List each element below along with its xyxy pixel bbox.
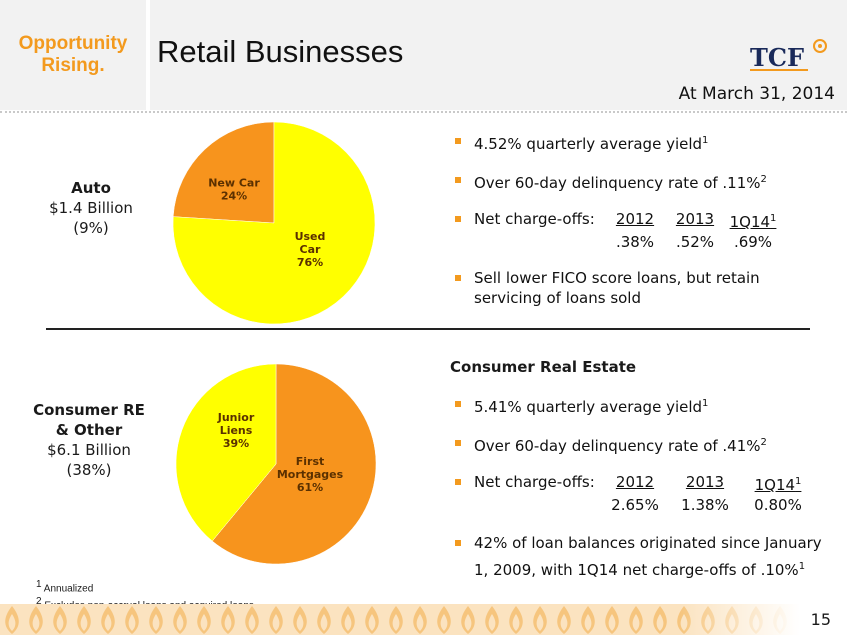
bullet-marker	[455, 275, 461, 281]
chargeoffs-spacer	[474, 495, 602, 515]
chargeoffs-year-text: 1Q14	[729, 213, 771, 231]
bullet-text: 42% of loan balances originated since Ja…	[474, 534, 822, 579]
bullet-marker	[455, 177, 461, 183]
page-number: 15	[810, 610, 831, 629]
bullet-marker	[455, 540, 461, 546]
pie-label-line: New Car	[208, 177, 260, 190]
footnote-text: Annualized	[43, 583, 94, 595]
footnote-ref: 2	[760, 174, 767, 185]
decorative-flame-pattern	[0, 604, 800, 635]
title-band	[150, 0, 847, 110]
consumer-name-line-1: Consumer RE	[33, 401, 145, 419]
auto-name: Auto	[71, 179, 111, 197]
pie-label-line: Liens	[220, 424, 253, 437]
pie-slice-label: New Car 24%	[208, 177, 260, 203]
bullet-text: Over 60-day delinquency rate of .41%	[474, 437, 761, 455]
chargeoffs-label: Net charge-offs:	[474, 473, 595, 491]
chargeoffs-value: .52%	[675, 233, 715, 251]
auto-amount: $1.4 Billion	[49, 199, 133, 217]
chargeoffs-year: 2012	[615, 210, 655, 228]
brand-tagline: Opportunity Rising.	[0, 0, 146, 110]
chargeoffs-value: .38%	[615, 233, 655, 251]
footnote-ref: 1	[795, 476, 802, 487]
auto-chargeoffs-table: Net charge-offs: 2012 2013 1Q141 .38% .5…	[474, 209, 832, 252]
tagline-line-2: Rising.	[41, 55, 105, 76]
chargeoffs-value: 1.38%	[681, 496, 729, 514]
chargeoffs-year: 2013	[685, 473, 725, 491]
auto-share: (9%)	[73, 219, 109, 237]
pie-label-line: 24%	[221, 190, 247, 203]
bullet-text: 5.41% quarterly average yield	[474, 398, 703, 416]
consumer-bullet-yield: 5.41% quarterly average yield1	[452, 394, 838, 417]
consumer-name-line-2: & Other	[55, 421, 123, 439]
pie-slice	[172, 121, 376, 325]
consumer-amount: $6.1 Billion	[47, 441, 131, 459]
chargeoffs-year-text: 1Q14	[754, 476, 796, 494]
bullet-marker	[455, 216, 461, 222]
pie-slice-label: Used Car 76%	[295, 230, 326, 269]
consumer-bullet-delinquency: Over 60-day delinquency rate of .41%2	[452, 433, 838, 456]
consumer-bullet-originated: 42% of loan balances originated since Ja…	[452, 531, 838, 582]
pie-slice	[211, 363, 377, 565]
footnote-mark: 1	[36, 579, 42, 590]
as-of-date: At March 31, 2014	[678, 84, 835, 104]
consumer-share: (38%)	[66, 461, 112, 479]
pie-label-line: 76%	[297, 256, 323, 269]
pie-slice	[175, 363, 277, 542]
bullet-text: Over 60-day delinquency rate of .11%	[474, 174, 761, 192]
footnote-ref: 2	[760, 437, 767, 448]
auto-bullet-yield: 4.52% quarterly average yield1	[452, 131, 832, 154]
chargeoffs-value: 2.65%	[611, 496, 659, 514]
tagline-line-1: Opportunity	[18, 33, 128, 54]
pie-slice	[172, 121, 275, 224]
header-divider	[0, 111, 847, 113]
bullet-marker	[455, 440, 461, 446]
consumer-segment-label: Consumer RE & Other $6.1 Billion (38%)	[28, 400, 150, 480]
footnote: 1 Annualized	[36, 578, 254, 595]
chargeoffs-year: 2012	[615, 473, 655, 491]
logo-text: TCF	[750, 43, 804, 72]
pie-label-line: Car	[300, 243, 321, 256]
consumer-heading: Consumer Real Estate	[450, 358, 637, 376]
chargeoffs-year: 2013	[675, 210, 715, 228]
auto-bullets: 4.52% quarterly average yield1 Over 60-d…	[452, 131, 832, 308]
footnote-ref: 1	[702, 398, 709, 409]
bullet-marker	[455, 401, 461, 407]
auto-segment-label: Auto $1.4 Billion (9%)	[36, 178, 146, 238]
auto-bullet-fico: Sell lower FICO score loans, but retain …	[452, 268, 832, 308]
auto-bullet-delinquency: Over 60-day delinquency rate of .11%2	[452, 170, 832, 193]
footnote-mark: 2	[36, 596, 42, 608]
pie-label-line: 39%	[223, 437, 249, 450]
tcf-logo: TCF	[750, 39, 827, 72]
consumer-bullet-chargeoffs: Net charge-offs: 2012 2013 1Q141 2.65% 1…	[452, 472, 838, 515]
chargeoffs-spacer	[474, 232, 604, 252]
pie-label-line: Junior	[217, 411, 255, 424]
bullet-text: 4.52% quarterly average yield	[474, 135, 703, 153]
bullet-marker	[455, 138, 461, 144]
chargeoffs-year: 1Q141	[742, 472, 814, 495]
consumer-pie-chart: First Mortgages 61% Junior Liens 39%	[175, 363, 377, 565]
bullet-marker	[455, 479, 461, 485]
pie-slice-label: First Mortgages 61%	[277, 455, 344, 494]
consumer-chargeoffs-table: Net charge-offs: 2012 2013 1Q141 2.65% 1…	[474, 472, 838, 515]
pie-label-line: 61%	[297, 481, 323, 494]
consumer-bullets: 5.41% quarterly average yield1 Over 60-d…	[452, 394, 838, 582]
chargeoffs-label: Net charge-offs:	[474, 210, 595, 228]
chargeoffs-value: 0.80%	[754, 496, 802, 514]
auto-bullet-chargeoffs: Net charge-offs: 2012 2013 1Q141 .38% .5…	[452, 209, 832, 252]
bullet-text: Sell lower FICO score loans, but retain …	[474, 269, 760, 307]
auto-pie-chart: New Car 24% Used Car 76%	[172, 121, 376, 325]
section-divider	[46, 328, 810, 330]
pie-slice-label: Junior Liens 39%	[217, 411, 255, 450]
footnote-ref: 1	[798, 561, 806, 572]
footnote-ref: 1	[770, 213, 777, 224]
chargeoffs-value: .69%	[733, 233, 773, 251]
footnote-ref: 1	[702, 135, 709, 146]
chargeoffs-year: 1Q141	[724, 209, 782, 232]
page-title: Retail Businesses	[157, 34, 404, 69]
pie-label-line: First	[296, 455, 325, 468]
pie-label-line: Used	[295, 230, 326, 243]
pie-label-line: Mortgages	[277, 468, 344, 481]
